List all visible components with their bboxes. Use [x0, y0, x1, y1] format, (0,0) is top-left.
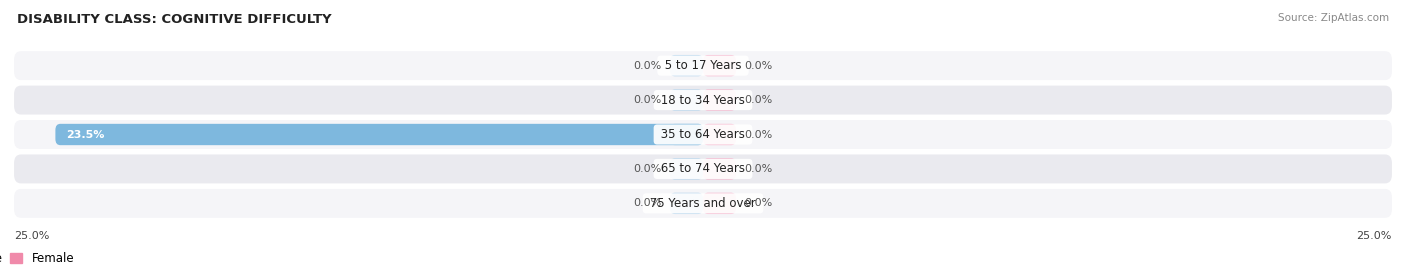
FancyBboxPatch shape — [669, 193, 703, 214]
Text: 0.0%: 0.0% — [634, 61, 662, 71]
Text: 0.0%: 0.0% — [744, 129, 772, 140]
FancyBboxPatch shape — [703, 55, 737, 76]
Text: 0.0%: 0.0% — [634, 95, 662, 105]
Text: 75 Years and over: 75 Years and over — [647, 197, 759, 210]
Text: 65 to 74 Years: 65 to 74 Years — [657, 162, 749, 175]
Text: 0.0%: 0.0% — [744, 198, 772, 208]
Text: 25.0%: 25.0% — [1357, 231, 1392, 241]
Text: 0.0%: 0.0% — [744, 164, 772, 174]
FancyBboxPatch shape — [703, 89, 737, 111]
Text: Source: ZipAtlas.com: Source: ZipAtlas.com — [1278, 13, 1389, 23]
Text: 0.0%: 0.0% — [634, 164, 662, 174]
Text: 35 to 64 Years: 35 to 64 Years — [657, 128, 749, 141]
FancyBboxPatch shape — [14, 120, 1392, 149]
FancyBboxPatch shape — [703, 193, 737, 214]
Text: 23.5%: 23.5% — [66, 129, 105, 140]
FancyBboxPatch shape — [703, 158, 737, 180]
FancyBboxPatch shape — [669, 158, 703, 180]
Text: 18 to 34 Years: 18 to 34 Years — [657, 94, 749, 107]
Legend: Male, Female: Male, Female — [0, 247, 79, 269]
FancyBboxPatch shape — [14, 51, 1392, 80]
Text: 5 to 17 Years: 5 to 17 Years — [661, 59, 745, 72]
FancyBboxPatch shape — [55, 124, 703, 145]
Text: 0.0%: 0.0% — [744, 95, 772, 105]
FancyBboxPatch shape — [14, 86, 1392, 115]
Text: 0.0%: 0.0% — [744, 61, 772, 71]
FancyBboxPatch shape — [669, 89, 703, 111]
FancyBboxPatch shape — [14, 154, 1392, 183]
FancyBboxPatch shape — [14, 189, 1392, 218]
Text: 25.0%: 25.0% — [14, 231, 49, 241]
Text: DISABILITY CLASS: COGNITIVE DIFFICULTY: DISABILITY CLASS: COGNITIVE DIFFICULTY — [17, 13, 332, 26]
Text: 0.0%: 0.0% — [634, 198, 662, 208]
FancyBboxPatch shape — [669, 124, 703, 145]
FancyBboxPatch shape — [703, 124, 737, 145]
FancyBboxPatch shape — [669, 55, 703, 76]
